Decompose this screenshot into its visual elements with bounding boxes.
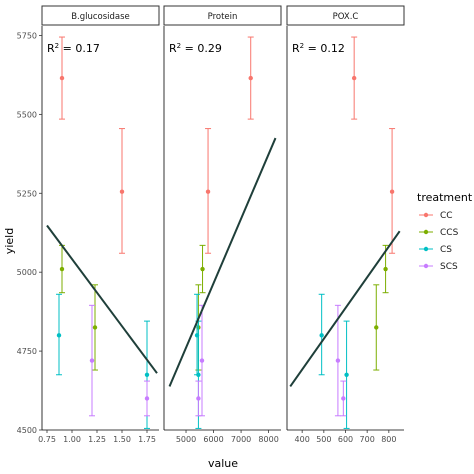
point-marker [319,333,324,338]
r-squared-label: R2 = 0.12 [292,42,345,55]
data-point-scs [195,380,202,417]
facet-strip-label: Protein [208,12,238,22]
legend-label: CS [440,245,452,255]
point-marker [56,333,62,338]
y-tick-label: 4500 [17,426,37,435]
point-marker [205,189,211,194]
data-point-cc [119,128,125,254]
regression-line [46,224,158,374]
legend-label: CCS [440,228,459,238]
data-point-ccs [373,284,380,371]
y-tick-label: 5500 [17,110,37,119]
point-marker [341,396,346,401]
legend-label: CC [440,211,453,221]
r-squared-label: R2 = 0.29 [169,42,222,55]
x-axis-title: value [208,457,238,470]
legend-key-point [423,229,429,235]
x-tick-label: 800 [381,435,396,444]
facet-strip [41,5,160,26]
legend-label: SCS [440,262,458,272]
x-tick-label: 400 [295,435,310,444]
data-point-scs [334,304,341,417]
point-marker [59,266,65,272]
data-point-cs [343,320,350,429]
facet-strip [163,5,282,26]
regression-line [289,230,401,388]
y-axis: 4500 4750 5000 5250 5500 5750 [17,31,42,435]
point-marker [144,372,150,377]
point-marker [200,266,205,272]
data-point-ccs [382,244,389,294]
point-marker [344,372,349,377]
data-point-cc [59,36,65,120]
point-marker [199,358,205,363]
chart-panels: B.glucosidase 0.75 1.00 1.25 1.50 1.75 R2 = 0.… [38,5,405,444]
x-tick-label: 8000 [258,435,278,444]
point-marker [374,325,379,330]
point-marker [119,189,125,194]
y-tick-label: 5750 [17,31,37,40]
point-marker [383,266,388,272]
data-point-cc [351,36,358,120]
data-point-cc [247,36,254,120]
x-tick-label: 6000 [203,435,223,444]
point-marker [89,358,95,363]
point-marker [144,396,150,401]
legend-entry-scs: SCS [419,262,458,272]
facet-strip-label: B.glucosidase [71,12,130,22]
point-marker [59,75,65,81]
x-tick-label: 1.00 [63,435,81,444]
y-axis-title: yield [3,228,16,254]
legend-entry-ccs: CCS [419,228,459,238]
y-tick-label: 5000 [17,268,37,277]
legend-key-point [423,212,429,218]
legend-title: treatment [417,191,473,204]
panel-1: B.glucosidase 0.75 1.00 1.25 1.50 1.75 R2 = 0.… [38,5,160,444]
legend: treatment CC CCS CS SCS [417,191,473,272]
data-point-cc [389,128,396,254]
legend-entry-cs: CS [419,245,452,255]
panel-2: Protein 5000 6000 7000 8000 R2 = 0.29 [163,5,282,444]
x-tick-label: 5000 [176,435,196,444]
x-tick-label: 7000 [231,435,251,444]
legend-key-point [423,246,429,252]
x-tick-label: 1.75 [138,435,156,444]
data-point-cc [205,128,212,254]
x-tick-label: 500 [316,435,331,444]
data-point-ccs [92,284,98,371]
legend-key-point [423,263,429,269]
data-point-ccs [59,244,65,294]
x-tick-label: 1.25 [88,435,106,444]
r-squared-label: R2 = 0.17 [47,42,100,55]
x-tick-label: 600 [338,435,353,444]
x-tick-label: 1.50 [113,435,131,444]
point-marker [335,358,341,363]
point-marker [248,75,253,81]
data-point-cs [194,293,201,376]
data-point-scs [89,304,95,417]
data-point-cs [56,293,62,376]
point-marker [389,189,395,194]
point-marker [92,325,98,330]
facet-strip-label: POX.C [333,12,359,22]
point-marker [196,396,201,401]
data-point-ccs [199,244,206,294]
regression-line [168,137,277,387]
y-tick-label: 4750 [17,347,37,356]
legend-entry-cc: CC [419,211,453,221]
data-point-scs [340,380,347,417]
point-marker [196,372,201,377]
facet-strip [286,5,405,26]
x-tick-label: 0.75 [38,435,56,444]
data-point-cs [318,293,325,376]
panel-3: POX.C 400 500 600 700 800 R2 = 0.12 [286,5,405,444]
point-marker [351,75,357,81]
data-point-scs [144,380,150,417]
y-tick-label: 5250 [17,189,37,198]
x-tick-label: 700 [360,435,375,444]
